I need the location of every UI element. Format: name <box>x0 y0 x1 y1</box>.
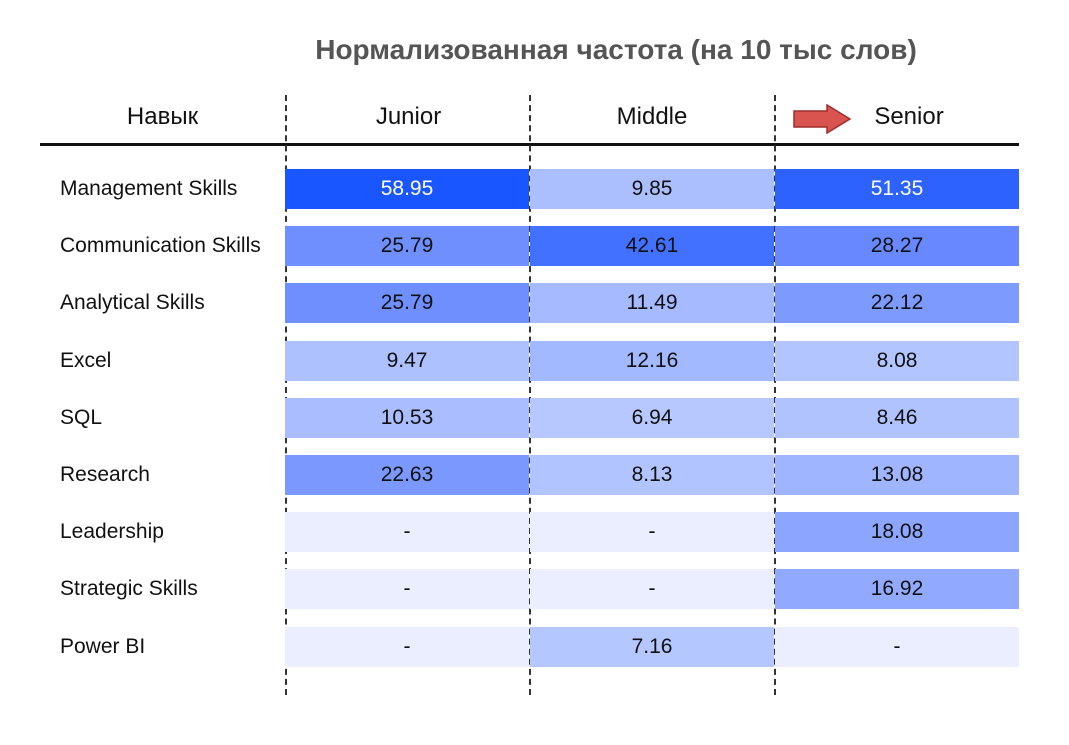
table-cell: - <box>285 626 529 667</box>
table-cell: 25.79 <box>285 283 529 324</box>
column-header-senior: Senior <box>775 103 1019 134</box>
table-cell: 10.53 <box>285 397 529 438</box>
table-cell: - <box>775 626 1019 667</box>
table-cell: 16.92 <box>775 569 1019 610</box>
column-divider <box>529 95 531 695</box>
table-cell: 28.27 <box>775 226 1019 267</box>
table-cell: - <box>285 569 529 610</box>
table-cell: - <box>530 512 774 553</box>
column-header-middle: Middle <box>616 103 688 130</box>
table-cell: 8.46 <box>775 397 1019 438</box>
table-cell: 51.35 <box>775 169 1019 209</box>
column-divider <box>285 95 287 695</box>
column-divider <box>774 95 776 695</box>
table-cell: 13.08 <box>775 455 1019 495</box>
row-label: Excel <box>60 348 112 372</box>
row-label: Power BI <box>60 634 146 658</box>
chart-title: Нормализованная частота (на 10 тыс слов) <box>315 34 917 65</box>
row-label: Communication Skills <box>60 234 261 258</box>
row-label: Analytical Skills <box>60 291 205 315</box>
row-label: SQL <box>60 405 103 429</box>
table-cell: 22.63 <box>285 455 529 495</box>
table-cell: 6.94 <box>530 397 774 438</box>
table-cell: 9.47 <box>285 340 529 381</box>
table-cell: 9.85 <box>530 169 774 209</box>
table-cell: 25.79 <box>285 226 529 267</box>
table-cell: 8.08 <box>775 340 1019 381</box>
row-label: Strategic Skills <box>60 577 198 601</box>
table-cell: 12.16 <box>530 340 774 381</box>
table-cell: 18.08 <box>775 512 1019 553</box>
table-cell: - <box>285 512 529 553</box>
table-cell: 7.16 <box>530 626 774 667</box>
table-cell: 11.49 <box>530 283 774 324</box>
column-header-senior-label: Senior <box>874 103 944 130</box>
row-label: Research <box>60 463 150 486</box>
table-cell: 22.12 <box>775 283 1019 324</box>
red-arrow-icon <box>793 104 851 134</box>
column-header-junior: Junior <box>375 103 442 130</box>
column-header-skill: Навык <box>126 103 199 130</box>
table-cell: 58.95 <box>285 169 529 209</box>
row-label: Leadership <box>60 520 164 544</box>
table-cell: 8.13 <box>530 455 774 495</box>
row-label: Management Skills <box>60 177 238 200</box>
table-cell: 42.61 <box>530 226 774 267</box>
table-cell: - <box>530 569 774 610</box>
